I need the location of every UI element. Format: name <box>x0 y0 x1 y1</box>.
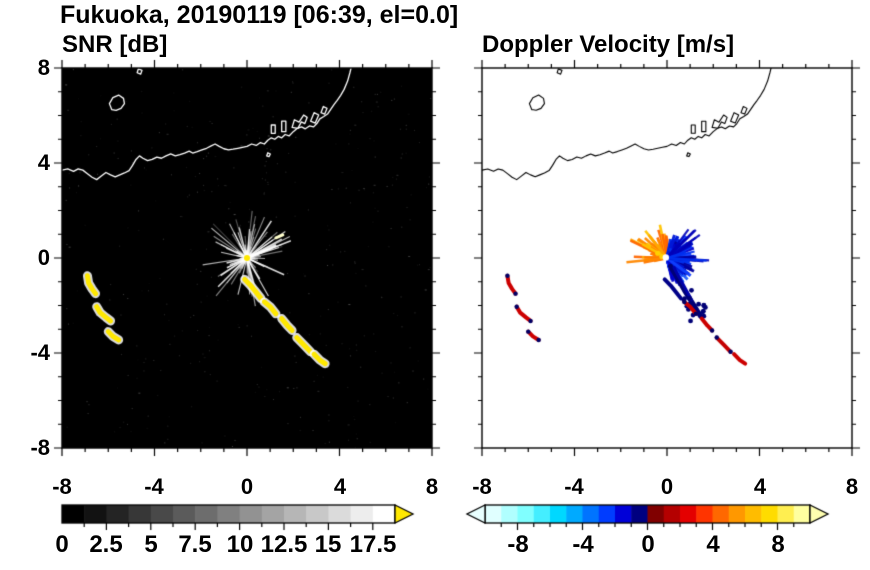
snr-colorbar-label: 5 <box>144 531 158 558</box>
x-tick-label-snr: 0 <box>240 474 254 499</box>
velocity-colorbar-label: -8 <box>507 531 529 558</box>
x-tick-label-velocity: -8 <box>472 474 492 499</box>
velocity-colorbar-label: 0 <box>641 531 655 558</box>
snr-colorbar-label: 7.5 <box>178 531 212 558</box>
x-tick-label-velocity: -4 <box>564 474 584 499</box>
velocity-colorbar-label: 8 <box>771 531 785 558</box>
x-tick-label-velocity: 0 <box>660 474 674 499</box>
y-tick-label: 0 <box>37 245 50 270</box>
x-tick-label-snr: -4 <box>144 474 164 499</box>
snr-colorbar-label: 2.5 <box>89 531 123 558</box>
main-title: Fukuoka, 20190119 [06:39, el=0.0] <box>60 1 459 29</box>
snr-colorbar-label: 12.5 <box>260 531 308 558</box>
velocity-colorbar-label: -4 <box>572 531 594 558</box>
snr-colorbar-label: 17.5 <box>349 531 397 558</box>
y-tick-label: 4 <box>37 150 50 175</box>
y-tick-label: -8 <box>30 435 50 460</box>
x-tick-label-snr: -8 <box>52 474 72 499</box>
x-tick-label-snr: 8 <box>425 474 439 499</box>
snr-colorbar-label: 15 <box>314 531 342 558</box>
x-tick-label-snr: 4 <box>333 474 347 499</box>
x-tick-label-velocity: 4 <box>753 474 767 499</box>
y-tick-label: 8 <box>37 55 50 80</box>
velocity-panel-title: Doppler Velocity [m/s] <box>482 31 735 58</box>
snr-colorbar-label: 10 <box>226 531 254 558</box>
snr-panel-title: SNR [dB] <box>62 31 168 58</box>
velocity-colorbar-label: 4 <box>706 531 720 558</box>
snr-colorbar-label: 0 <box>55 531 69 558</box>
x-tick-label-velocity: 8 <box>845 474 859 499</box>
y-tick-label: -4 <box>30 340 50 365</box>
